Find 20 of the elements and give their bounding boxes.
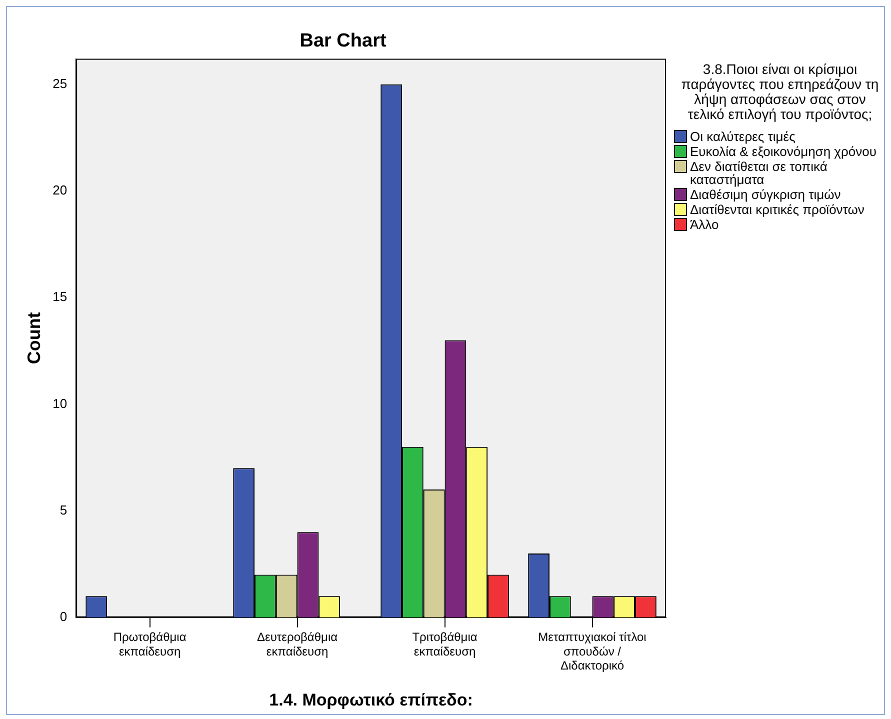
legend-label: Διατίθενται κριτικές προϊόντων — [690, 202, 864, 217]
x-tick-label: Πρωτοβάθμια εκπαίδευση — [113, 630, 186, 658]
legend-label: Άλλο — [690, 217, 719, 232]
legend-label: Διαθέσιμη σύγκριση τιμών — [690, 187, 841, 202]
legend-label: Οι καλύτερες τιμές — [690, 129, 796, 144]
y-tick-label: 15 — [52, 289, 68, 304]
legend-title: 3.8.Ποιοι είναι οι κρίσιμοι παράγοντες που επηρεάζουν τη λήψη αποφάσεων σας στον τελικό επιλογή του προϊόντος; — [680, 61, 880, 122]
y-tick-label: 20 — [52, 182, 68, 198]
y-tick-label: 0 — [60, 608, 68, 624]
x-tick-label: Μεταπτυχιακοί τίτλοι σπουδών / Διδακτορικό — [538, 630, 647, 673]
y-axis-title: Count — [24, 312, 44, 364]
x-tick-label: Δευτεροβάθμια εκπαίδευση — [257, 630, 338, 658]
legend-label: Δεν διατίθεται σε τοπικά καταστήματα — [690, 159, 828, 187]
x-axis-title: 1.4. Μορφωτικό επίπεδο: — [269, 690, 473, 710]
y-tick-label: 10 — [52, 396, 68, 411]
y-tick-label: 25 — [52, 76, 68, 91]
chart-title: Bar Chart — [300, 30, 387, 52]
x-tick-label: Τριτοβάθμια εκπαίδευση — [412, 630, 478, 658]
y-tick-label: 5 — [60, 502, 68, 518]
legend-label: Ευκολία & εξοικονόμηση χρόνου — [690, 144, 876, 159]
